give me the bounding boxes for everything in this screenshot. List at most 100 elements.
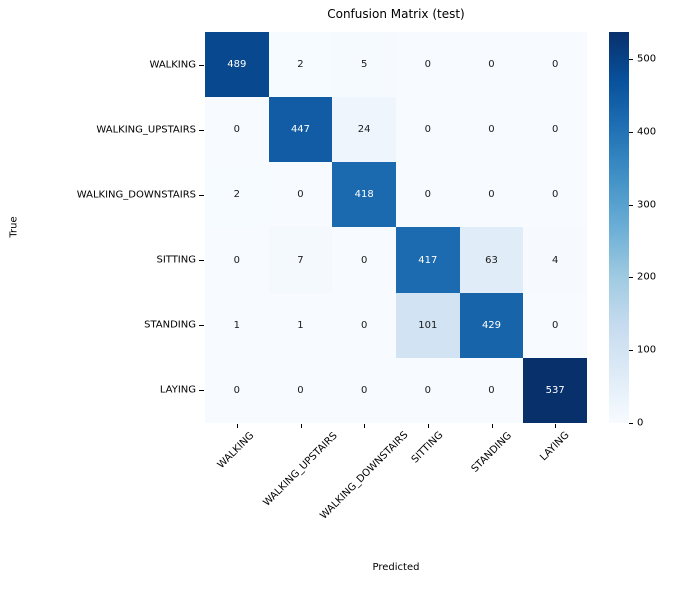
heatmap-cell: 0 bbox=[459, 32, 524, 98]
heatmap-cell: 0 bbox=[332, 227, 396, 293]
heatmap-cell: 447 bbox=[268, 97, 333, 163]
cell-value: 0 bbox=[551, 319, 559, 331]
x-tick-mark bbox=[237, 424, 238, 428]
cell-value: 0 bbox=[360, 254, 368, 266]
heatmap-grid: 489 2 5 0 0 0 0 447 24 0 0 0 2 0 418 0 0 0 0 7 0 417 63 4 1 1 0 101… bbox=[205, 32, 587, 423]
cell-value: 7 bbox=[297, 254, 304, 266]
heatmap-cell: 0 bbox=[268, 357, 333, 423]
heatmap-cell: 0 bbox=[332, 357, 396, 423]
cell-value: 5 bbox=[360, 59, 368, 71]
x-tick-label: SITTING bbox=[409, 430, 446, 466]
colorbar-tick-mark bbox=[629, 423, 633, 424]
cell-value: 418 bbox=[354, 189, 374, 201]
x-tick-label: LAYING bbox=[538, 429, 572, 464]
cell-value: 0 bbox=[551, 59, 559, 71]
y-tick-mark bbox=[199, 390, 204, 391]
cell-value: 0 bbox=[360, 319, 368, 331]
y-tick-label: STANDING bbox=[144, 319, 196, 331]
cell-value: 0 bbox=[488, 59, 495, 71]
chart-title: Confusion Matrix (test) bbox=[327, 7, 465, 21]
heatmap-cell: 0 bbox=[396, 32, 460, 98]
heatmap-cell: 4 bbox=[523, 227, 587, 293]
colorbar-tick-label: 0 bbox=[637, 417, 644, 429]
cell-value: 0 bbox=[360, 384, 368, 396]
cell-value: 0 bbox=[424, 384, 432, 396]
y-tick-mark bbox=[199, 260, 204, 261]
heatmap-cell: 0 bbox=[523, 162, 587, 228]
heatmap-cell: 5 bbox=[332, 32, 396, 98]
cell-value: 429 bbox=[481, 319, 502, 331]
heatmap-cell: 0 bbox=[459, 357, 524, 423]
cell-value: 0 bbox=[424, 189, 432, 201]
y-tick-label: WALKING_UPSTAIRS bbox=[96, 124, 196, 136]
x-tick-label: WALKING_UPSTAIRS bbox=[261, 430, 340, 509]
cell-value: 537 bbox=[545, 384, 565, 396]
y-tick-label: LAYING bbox=[159, 384, 196, 396]
heatmap-cell: 101 bbox=[396, 292, 460, 358]
x-tick-mark bbox=[492, 424, 493, 428]
y-tick-mark bbox=[199, 195, 204, 196]
heatmap-cell: 2 bbox=[268, 32, 333, 98]
colorbar-tick-label: 100 bbox=[637, 344, 657, 356]
heatmap-cell: 1 bbox=[205, 292, 269, 358]
heatmap-cell: 24 bbox=[332, 97, 396, 163]
cell-value: 0 bbox=[233, 384, 241, 396]
heatmap-cell: 0 bbox=[268, 162, 333, 228]
heatmap-cell: 1 bbox=[268, 292, 333, 358]
heatmap-cell: 429 bbox=[459, 292, 524, 358]
cell-value: 2 bbox=[233, 189, 241, 201]
heatmap-cell: 0 bbox=[205, 357, 269, 423]
colorbar-tick-label: 400 bbox=[637, 126, 657, 138]
y-tick-mark bbox=[199, 325, 204, 326]
cell-value: 0 bbox=[424, 59, 432, 71]
cell-value: 4 bbox=[551, 254, 559, 266]
y-tick-label: WALKING bbox=[149, 59, 197, 71]
cell-value: 0 bbox=[488, 124, 495, 136]
heatmap-cell: 0 bbox=[205, 97, 269, 163]
y-axis-label: True bbox=[8, 216, 20, 238]
cell-value: 0 bbox=[233, 124, 241, 136]
y-tick-mark bbox=[199, 65, 204, 66]
colorbar-tick-mark bbox=[629, 132, 633, 133]
heatmap-cell: 0 bbox=[523, 32, 587, 98]
heatmap-cell: 0 bbox=[205, 227, 269, 293]
heatmap-cell: 537 bbox=[523, 357, 587, 423]
cell-value: 1 bbox=[297, 319, 304, 331]
cell-value: 101 bbox=[418, 319, 438, 331]
colorbar-tick-label: 500 bbox=[637, 53, 657, 65]
heatmap-cell: 63 bbox=[459, 227, 524, 293]
colorbar-tick-label: 200 bbox=[637, 271, 657, 283]
cell-value: 24 bbox=[357, 124, 371, 136]
heatmap-cell: 2 bbox=[205, 162, 269, 228]
cell-value: 0 bbox=[551, 189, 559, 201]
x-tick-label: WALKING bbox=[216, 430, 257, 471]
cell-value: 1 bbox=[233, 319, 241, 331]
y-tick-label: SITTING bbox=[156, 254, 196, 266]
x-tick-mark bbox=[364, 424, 365, 428]
cell-value: 2 bbox=[297, 59, 304, 71]
heatmap-cell: 7 bbox=[268, 227, 333, 293]
colorbar-tick-mark bbox=[629, 350, 633, 351]
heatmap-cell: 0 bbox=[396, 97, 460, 163]
cell-value: 0 bbox=[424, 124, 432, 136]
heatmap-cell: 0 bbox=[523, 292, 587, 358]
y-tick-mark bbox=[199, 130, 204, 131]
cell-value: 489 bbox=[227, 59, 247, 71]
colorbar-tick-mark bbox=[629, 59, 633, 60]
heatmap-cell: 0 bbox=[459, 97, 524, 163]
cell-value: 447 bbox=[290, 124, 311, 136]
heatmap-cell: 0 bbox=[459, 162, 524, 228]
heatmap-cell: 0 bbox=[523, 97, 587, 163]
cell-value: 0 bbox=[233, 254, 241, 266]
cell-value: 0 bbox=[488, 189, 495, 201]
x-tick-mark bbox=[301, 424, 302, 428]
colorbar-tick-label: 300 bbox=[637, 199, 657, 211]
x-tick-label: STANDING bbox=[469, 429, 514, 475]
heatmap-cell: 417 bbox=[396, 227, 460, 293]
y-tick-label: WALKING_DOWNSTAIRS bbox=[76, 189, 196, 201]
heatmap-cell: 418 bbox=[332, 162, 396, 228]
cell-value: 0 bbox=[297, 189, 304, 201]
colorbar-tick-mark bbox=[629, 277, 633, 278]
x-tick-mark bbox=[555, 424, 556, 428]
